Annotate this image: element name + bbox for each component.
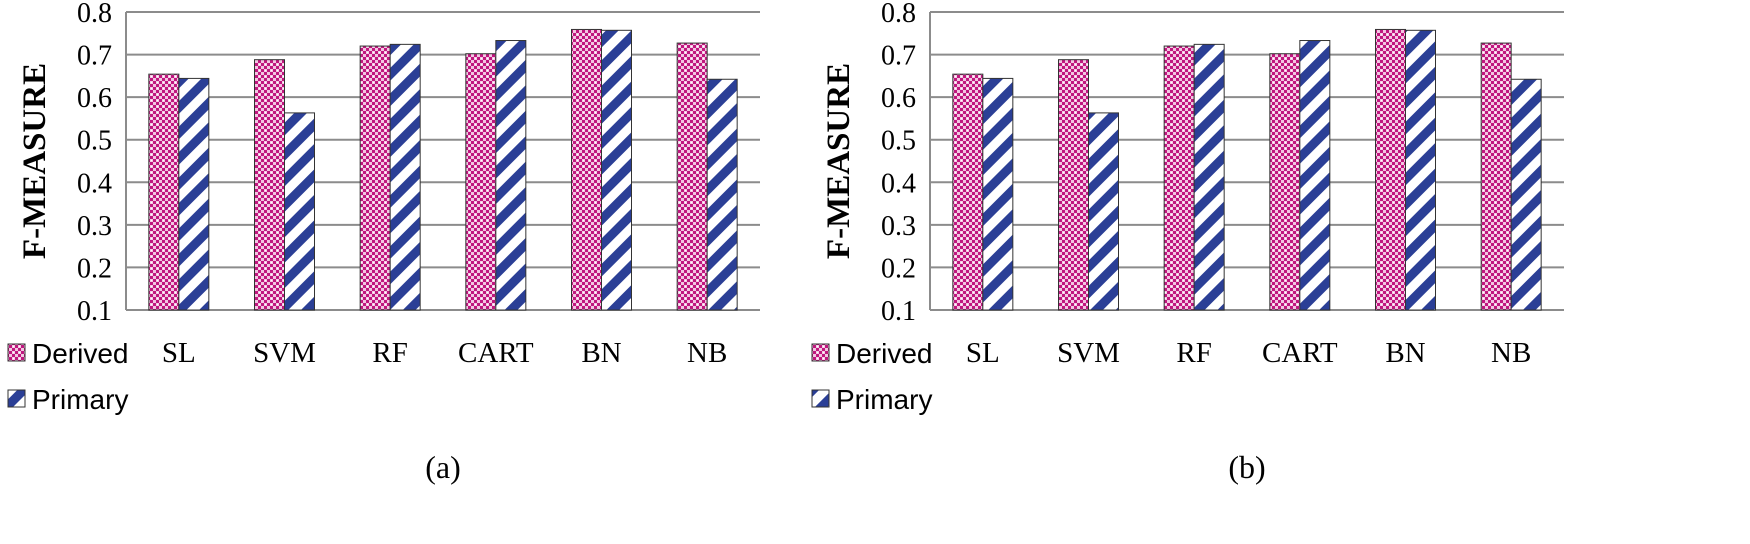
bar-primary-bn <box>601 29 632 311</box>
legend-label-primary: Primary <box>836 384 932 415</box>
x-category-label: RF <box>372 337 407 369</box>
bar-primary-rf <box>1193 43 1225 311</box>
y-tick-label: 0.8 <box>77 0 112 29</box>
bar-derived-cart <box>465 53 497 311</box>
y-tick-label: 0.4 <box>881 168 916 199</box>
bar-primary-svm <box>1088 112 1119 311</box>
x-category-label: SL <box>966 337 1000 369</box>
panel-caption: (a) <box>425 449 461 485</box>
y-tick-label: 0.7 <box>881 41 916 72</box>
x-category-label: CART <box>1262 337 1338 369</box>
legend-swatch-primary <box>7 389 26 408</box>
y-axis-title: F-MEASURE <box>17 63 53 259</box>
x-category-label: CART <box>458 337 534 369</box>
bar-derived-svm <box>254 59 285 311</box>
bar-primary-cart <box>1299 40 1331 311</box>
legend-label-derived: Derived <box>32 338 128 369</box>
x-category-label: RF <box>1176 337 1211 369</box>
y-tick-label: 0.1 <box>77 296 112 327</box>
chart-panel: 0.1 0.2 0.3 0.4 0.5 0.6 0.7 0.8 SL SVM RF CART BN NB F… <box>7 0 760 485</box>
y-tick-label: 0.5 <box>77 126 112 157</box>
bar-derived-nb <box>1480 42 1512 311</box>
legend-label-derived: Derived <box>836 338 932 369</box>
y-tick-label: 0.6 <box>881 83 916 114</box>
bar-derived-sl <box>148 73 180 311</box>
x-category-label: NB <box>1491 337 1531 369</box>
bar-derived-cart <box>1269 53 1301 311</box>
chart-panel: 0.1 0.2 0.3 0.4 0.5 0.6 0.7 0.8 SL SVM RF CART BN NB F… <box>811 0 1564 485</box>
legend-label-primary: Primary <box>32 384 128 415</box>
bar-primary-bn <box>1405 29 1436 311</box>
bar-derived-nb <box>676 42 708 311</box>
y-tick-label: 0.1 <box>881 296 916 327</box>
bar-derived-bn <box>1375 28 1406 311</box>
legend-swatch-derived <box>7 343 26 362</box>
bar-primary-nb <box>706 78 738 311</box>
bar-derived-rf <box>359 45 391 311</box>
y-tick-label: 0.6 <box>77 83 112 114</box>
x-category-label: BN <box>581 337 621 369</box>
legend-swatch-derived <box>811 343 830 362</box>
bar-primary-cart <box>495 40 527 311</box>
x-category-label: SVM <box>253 337 316 369</box>
x-category-label: SL <box>162 337 196 369</box>
y-tick-label: 0.8 <box>881 0 916 29</box>
x-category-label: SVM <box>1057 337 1120 369</box>
y-tick-label: 0.7 <box>77 41 112 72</box>
y-tick-label: 0.4 <box>77 168 112 199</box>
x-category-label: BN <box>1385 337 1425 369</box>
bar-primary-sl <box>982 77 1014 311</box>
bar-derived-sl <box>952 73 984 311</box>
chart-panels: 0.1 0.2 0.3 0.4 0.5 0.6 0.7 0.8 SL SVM RF CART BN NB F… <box>7 0 1564 485</box>
bar-primary-nb <box>1510 78 1542 311</box>
panel-caption: (b) <box>1228 449 1265 485</box>
y-tick-label: 0.2 <box>77 253 112 284</box>
bar-primary-sl <box>178 77 210 311</box>
x-category-label: NB <box>687 337 727 369</box>
bar-primary-rf <box>389 43 421 311</box>
y-tick-label: 0.3 <box>881 211 916 242</box>
legend-swatch-primary <box>811 389 830 408</box>
bar-primary-svm <box>284 112 315 311</box>
bar-derived-bn <box>571 28 602 311</box>
y-axis-title: F-MEASURE <box>821 63 857 259</box>
bar-derived-rf <box>1163 45 1195 311</box>
bar-derived-svm <box>1058 59 1089 311</box>
y-tick-label: 0.3 <box>77 211 112 242</box>
y-tick-label: 0.5 <box>881 126 916 157</box>
y-tick-label: 0.2 <box>881 253 916 284</box>
